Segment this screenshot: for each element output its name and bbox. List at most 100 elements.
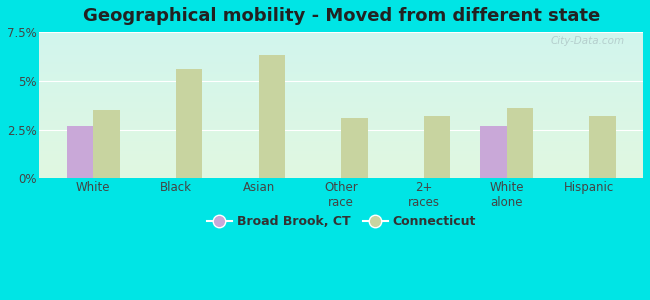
Bar xyxy=(40,70,643,71)
Bar xyxy=(40,85,643,86)
Title: Geographical mobility - Moved from different state: Geographical mobility - Moved from diffe… xyxy=(83,7,600,25)
Bar xyxy=(40,130,643,131)
Bar xyxy=(40,89,643,90)
Bar xyxy=(40,107,643,108)
Bar xyxy=(40,112,643,113)
Bar xyxy=(40,95,643,96)
Bar xyxy=(480,126,506,178)
Bar xyxy=(40,59,643,60)
Bar xyxy=(40,72,643,73)
Bar xyxy=(40,106,643,107)
Bar xyxy=(40,115,643,116)
Bar xyxy=(93,110,120,178)
Bar xyxy=(40,53,643,54)
Bar xyxy=(40,144,643,145)
Bar xyxy=(40,88,643,89)
Bar xyxy=(40,98,643,99)
Bar xyxy=(40,96,643,97)
Bar xyxy=(40,136,643,137)
Bar xyxy=(40,55,643,56)
Bar xyxy=(40,76,643,77)
Bar xyxy=(40,176,643,177)
Bar xyxy=(40,94,643,95)
Bar xyxy=(40,122,643,123)
Bar xyxy=(40,162,643,163)
Bar xyxy=(40,110,643,111)
Bar xyxy=(40,81,643,82)
Bar xyxy=(40,74,643,75)
Bar xyxy=(40,93,643,94)
Bar xyxy=(40,140,643,141)
Bar xyxy=(40,77,643,78)
Bar xyxy=(40,173,643,174)
Bar xyxy=(40,62,643,63)
Bar xyxy=(40,101,643,102)
Bar xyxy=(40,165,643,166)
Bar xyxy=(40,143,643,144)
Bar xyxy=(40,50,643,51)
Bar xyxy=(40,138,643,139)
Bar xyxy=(40,33,643,34)
Bar xyxy=(40,119,643,120)
Bar xyxy=(40,85,643,86)
Bar xyxy=(40,139,643,140)
Bar xyxy=(40,32,643,33)
Bar xyxy=(40,82,643,83)
Bar xyxy=(40,126,643,127)
Bar xyxy=(40,40,643,41)
Bar xyxy=(40,153,643,154)
Bar xyxy=(40,113,643,114)
Bar xyxy=(40,102,643,103)
Bar xyxy=(40,156,643,157)
Bar xyxy=(40,79,643,80)
Bar xyxy=(40,158,643,159)
Bar xyxy=(40,64,643,65)
Bar xyxy=(40,145,643,146)
Bar xyxy=(40,68,643,69)
Bar xyxy=(176,69,202,178)
Bar xyxy=(40,151,643,152)
Bar xyxy=(40,61,643,62)
Bar xyxy=(40,127,643,128)
Bar xyxy=(40,152,643,153)
Bar xyxy=(40,141,643,142)
Bar xyxy=(40,52,643,53)
Bar xyxy=(40,90,643,91)
Bar xyxy=(40,118,643,119)
Bar xyxy=(40,35,643,36)
Bar xyxy=(40,133,643,134)
Bar xyxy=(40,80,643,81)
Bar xyxy=(40,142,643,143)
Bar xyxy=(40,69,643,70)
Bar xyxy=(40,54,643,55)
Bar xyxy=(40,66,643,67)
Bar xyxy=(40,135,643,136)
Bar xyxy=(40,46,643,47)
Bar xyxy=(40,51,643,52)
Bar xyxy=(40,45,643,46)
Bar xyxy=(40,91,643,92)
Bar xyxy=(40,100,643,101)
Bar xyxy=(40,159,643,160)
Bar xyxy=(424,116,450,178)
Bar xyxy=(40,167,643,168)
Bar xyxy=(40,34,643,35)
Bar xyxy=(40,83,643,84)
Bar xyxy=(40,73,643,74)
Bar xyxy=(40,150,643,151)
Bar xyxy=(40,157,643,158)
Bar xyxy=(40,84,643,85)
Bar xyxy=(40,121,643,122)
Bar xyxy=(40,147,643,148)
Bar xyxy=(40,111,643,112)
Bar xyxy=(40,58,643,59)
Bar xyxy=(341,118,368,178)
Bar xyxy=(40,43,643,44)
Bar xyxy=(506,108,533,178)
Bar xyxy=(40,92,643,93)
Bar xyxy=(40,125,643,126)
Bar xyxy=(40,171,643,172)
Bar xyxy=(40,169,643,170)
Bar xyxy=(40,41,643,42)
Bar xyxy=(40,48,643,49)
